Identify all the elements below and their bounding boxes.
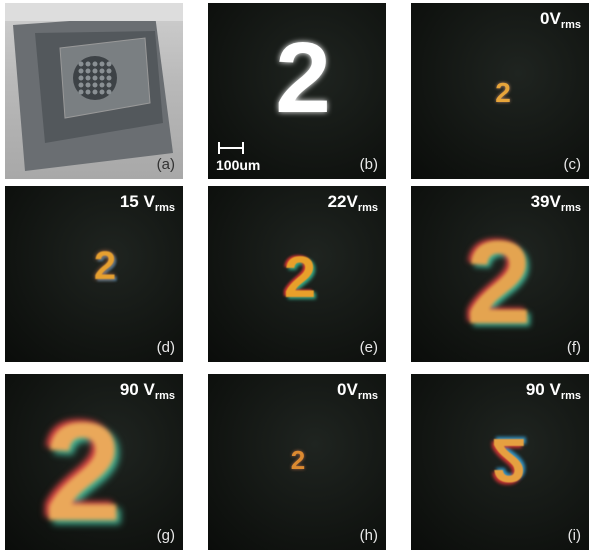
voltage-label: 0Vrms	[337, 380, 378, 402]
device-photo	[5, 3, 183, 179]
digit-image: 2	[291, 447, 305, 473]
voltage-label: 90 Vrms	[526, 380, 581, 402]
digit-image: 2	[466, 224, 532, 342]
panel-label: (h)	[360, 527, 378, 544]
voltage-value: 0V	[337, 380, 358, 399]
panel-label: (f)	[567, 339, 581, 356]
panel-label: (d)	[157, 339, 175, 356]
voltage-value: 22V	[328, 192, 358, 211]
digit-image: 2	[492, 428, 526, 490]
digit-image: 2	[94, 246, 116, 286]
voltage-subscript: rms	[561, 390, 581, 402]
voltage-label: 22Vrms	[328, 192, 378, 214]
digit-image: 2	[495, 79, 511, 107]
image-panel: 2 90 Vrms (i)	[411, 374, 589, 550]
panel-label: (b)	[360, 156, 378, 173]
image-panel: 2 0Vrms (h)	[208, 374, 386, 550]
voltage-subscript: rms	[155, 202, 175, 214]
panel-label: (i)	[568, 527, 581, 544]
voltage-subscript: rms	[561, 19, 581, 31]
figure: (a)2100um(b)20Vrms(c)215 Vrms(d)222Vrms(…	[0, 0, 599, 555]
image-panel: 2 0Vrms (c)	[411, 3, 589, 179]
voltage-label: 15 Vrms	[120, 192, 175, 214]
voltage-value: 39V	[531, 192, 561, 211]
image-panel: 2 100um (b)	[208, 3, 386, 179]
scale-label: 100um	[216, 157, 260, 173]
voltage-subscript: rms	[561, 202, 581, 214]
voltage-subscript: rms	[155, 390, 175, 402]
panel-label: (e)	[360, 339, 378, 356]
scale-bar	[218, 147, 244, 149]
panel-label: (c)	[564, 156, 582, 173]
voltage-value: 90 V	[526, 380, 561, 399]
panel-label: (a)	[157, 156, 175, 173]
panel-label: (g)	[157, 527, 175, 544]
digit-image: 2	[275, 28, 331, 128]
voltage-subscript: rms	[358, 390, 378, 402]
image-panel: 2 22Vrms (e)	[208, 186, 386, 362]
voltage-label: 0Vrms	[540, 9, 581, 31]
image-panel: 2 15 Vrms (d)	[5, 186, 183, 362]
digit-image: 2	[44, 402, 122, 542]
digit-image: 2	[284, 249, 316, 307]
voltage-label: 90 Vrms	[120, 380, 175, 402]
voltage-value: 15 V	[120, 192, 155, 211]
voltage-label: 39Vrms	[531, 192, 581, 214]
voltage-value: 90 V	[120, 380, 155, 399]
image-panel: 2 39Vrms (f)	[411, 186, 589, 362]
voltage-subscript: rms	[358, 202, 378, 214]
image-panel: (a)	[5, 3, 183, 179]
voltage-value: 0V	[540, 9, 561, 28]
